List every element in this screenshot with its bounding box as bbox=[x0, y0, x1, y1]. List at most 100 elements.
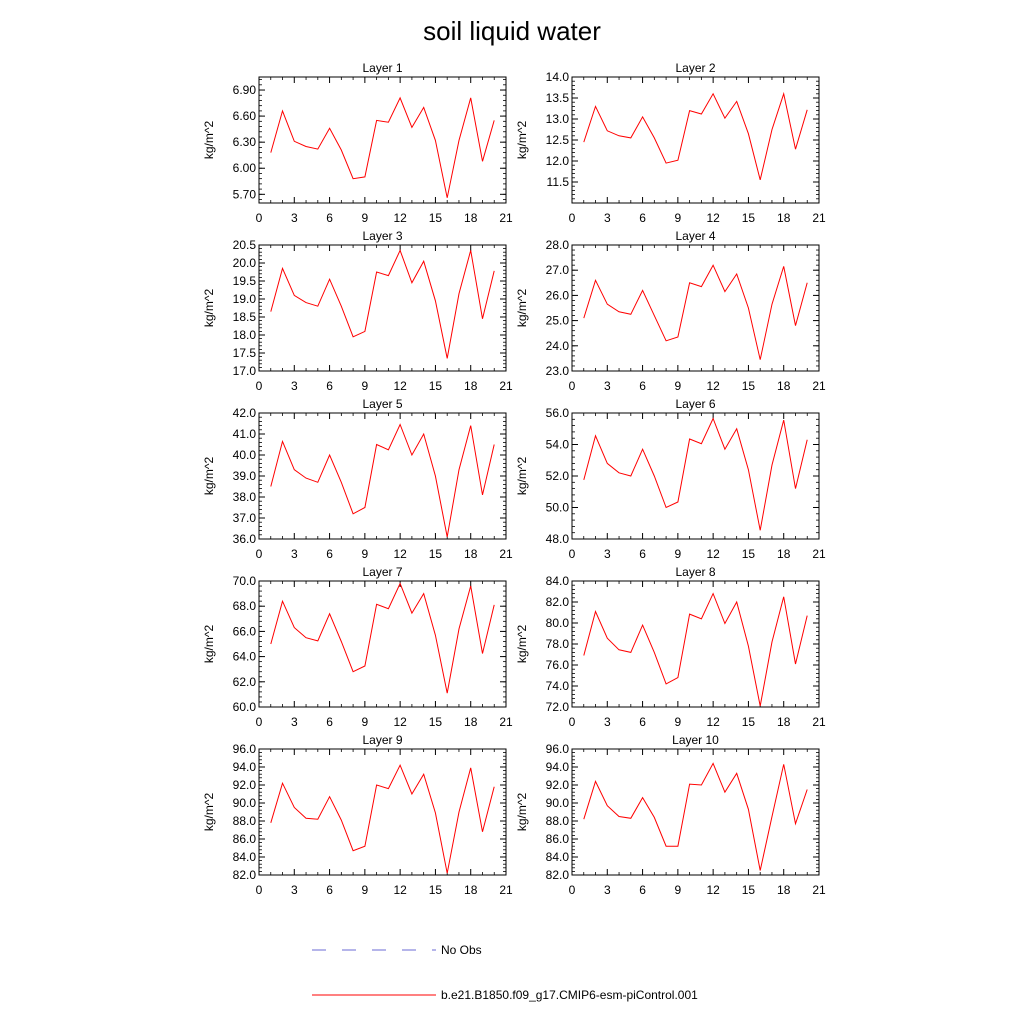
y-tick-label: 86.0 bbox=[233, 832, 257, 846]
x-tick-label: 0 bbox=[256, 211, 263, 225]
y-tick-label: 37.0 bbox=[233, 511, 257, 525]
y-tick-label: 92.0 bbox=[233, 778, 257, 792]
y-tick-label: 74.0 bbox=[546, 679, 570, 693]
x-tick-label: 9 bbox=[362, 211, 369, 225]
x-tick-label: 0 bbox=[256, 715, 263, 729]
panel-title: Layer 3 bbox=[362, 229, 402, 243]
x-tick-label: 21 bbox=[499, 547, 513, 561]
x-tick-label: 18 bbox=[777, 883, 791, 897]
y-tick-label: 12.0 bbox=[546, 154, 570, 168]
y-tick-label: 92.0 bbox=[546, 778, 570, 792]
y-tick-label: 12.5 bbox=[546, 133, 570, 147]
series-line bbox=[583, 91, 808, 181]
panel-title: Layer 2 bbox=[675, 61, 715, 75]
y-tick-label: 84.0 bbox=[546, 574, 570, 588]
legend: No Obs b.e21.B1850.f09_g17.CMIP6-esm-piC… bbox=[312, 943, 698, 1002]
x-tick-label: 21 bbox=[812, 379, 826, 393]
y-tick-label: 60.0 bbox=[233, 700, 257, 714]
y-axis-label: kg/m^2 bbox=[515, 793, 529, 832]
plot-frame bbox=[258, 580, 507, 708]
plot-frame bbox=[571, 580, 820, 708]
y-tick-label: 68.0 bbox=[233, 599, 257, 613]
y-tick-label: 6.00 bbox=[233, 161, 257, 175]
x-tick-label: 6 bbox=[639, 715, 646, 729]
x-tick-label: 15 bbox=[429, 715, 443, 729]
y-tick-label: 40.0 bbox=[233, 448, 257, 462]
y-tick-label: 13.5 bbox=[546, 91, 570, 105]
y-tick-label: 27.0 bbox=[546, 263, 570, 277]
x-tick-label: 9 bbox=[362, 547, 369, 561]
plot-frame bbox=[571, 244, 820, 372]
x-tick-label: 18 bbox=[464, 883, 478, 897]
panel-title: Layer 8 bbox=[675, 565, 715, 579]
x-tick-label: 15 bbox=[429, 883, 443, 897]
y-tick-label: 84.0 bbox=[233, 850, 257, 864]
plot-frame bbox=[571, 748, 820, 876]
x-tick-label: 6 bbox=[326, 547, 333, 561]
series-line bbox=[583, 264, 808, 360]
y-tick-label: 13.0 bbox=[546, 112, 570, 126]
x-tick-label: 21 bbox=[812, 547, 826, 561]
x-tick-label: 3 bbox=[291, 379, 298, 393]
x-tick-label: 18 bbox=[464, 379, 478, 393]
y-tick-label: 18.5 bbox=[233, 310, 257, 324]
y-tick-label: 84.0 bbox=[546, 850, 570, 864]
series-line bbox=[270, 582, 495, 694]
y-tick-label: 90.0 bbox=[233, 796, 257, 810]
y-tick-label: 82.0 bbox=[546, 868, 570, 882]
panel-layer-10: Layer 10 0 3 6 9 12 15 18 21 82.0 84.0 86.0 88.0 90.0… bbox=[515, 733, 826, 897]
y-tick-label: 62.0 bbox=[233, 675, 257, 689]
y-axis-label: kg/m^2 bbox=[515, 625, 529, 664]
x-tick-label: 21 bbox=[812, 715, 826, 729]
x-tick-label: 12 bbox=[393, 883, 407, 897]
series-line bbox=[270, 249, 495, 359]
x-tick-label: 9 bbox=[675, 211, 682, 225]
y-tick-label: 17.5 bbox=[233, 346, 257, 360]
y-tick-label: 28.0 bbox=[546, 238, 570, 252]
x-tick-label: 15 bbox=[429, 547, 443, 561]
y-tick-label: 41.0 bbox=[233, 427, 257, 441]
y-tick-label: 25.0 bbox=[546, 314, 570, 328]
y-tick-label: 72.0 bbox=[546, 700, 570, 714]
y-tick-label: 96.0 bbox=[546, 742, 570, 756]
x-tick-label: 12 bbox=[706, 715, 720, 729]
series-line bbox=[583, 417, 808, 531]
x-tick-label: 0 bbox=[256, 379, 263, 393]
x-tick-label: 0 bbox=[569, 547, 576, 561]
y-tick-label: 14.0 bbox=[546, 70, 570, 84]
x-tick-label: 18 bbox=[777, 547, 791, 561]
y-axis-label: kg/m^2 bbox=[202, 793, 216, 832]
x-tick-label: 21 bbox=[499, 379, 513, 393]
x-tick-label: 9 bbox=[675, 715, 682, 729]
y-tick-label: 48.0 bbox=[546, 532, 570, 546]
x-tick-label: 15 bbox=[742, 547, 756, 561]
x-tick-label: 18 bbox=[777, 211, 791, 225]
x-tick-label: 21 bbox=[499, 211, 513, 225]
x-tick-label: 18 bbox=[777, 379, 791, 393]
y-tick-label: 86.0 bbox=[546, 832, 570, 846]
legend-no-obs-label: No Obs bbox=[441, 943, 482, 957]
panel-title: Layer 5 bbox=[362, 397, 402, 411]
x-tick-label: 15 bbox=[742, 883, 756, 897]
y-axis-label: kg/m^2 bbox=[202, 457, 216, 496]
y-tick-label: 19.5 bbox=[233, 274, 257, 288]
panel-title: Layer 7 bbox=[362, 565, 402, 579]
x-tick-label: 21 bbox=[812, 883, 826, 897]
y-tick-label: 88.0 bbox=[546, 814, 570, 828]
x-tick-label: 18 bbox=[777, 715, 791, 729]
panel-layer-8: Layer 8 0 3 6 9 12 15 18 21 72.0 74.0 76.0 78.0 80.0 8… bbox=[515, 565, 826, 729]
x-tick-label: 3 bbox=[291, 883, 298, 897]
x-tick-label: 0 bbox=[569, 715, 576, 729]
legend-model-label: b.e21.B1850.f09_g17.CMIP6-esm-piControl.… bbox=[441, 988, 698, 1002]
y-tick-label: 94.0 bbox=[546, 760, 570, 774]
plot-frame bbox=[258, 244, 507, 372]
x-tick-label: 12 bbox=[706, 883, 720, 897]
x-tick-label: 12 bbox=[393, 715, 407, 729]
x-tick-label: 15 bbox=[742, 211, 756, 225]
y-tick-label: 6.30 bbox=[233, 135, 257, 149]
x-tick-label: 6 bbox=[639, 211, 646, 225]
panel-title: Layer 4 bbox=[675, 229, 715, 243]
x-tick-label: 3 bbox=[291, 715, 298, 729]
x-tick-label: 9 bbox=[362, 715, 369, 729]
